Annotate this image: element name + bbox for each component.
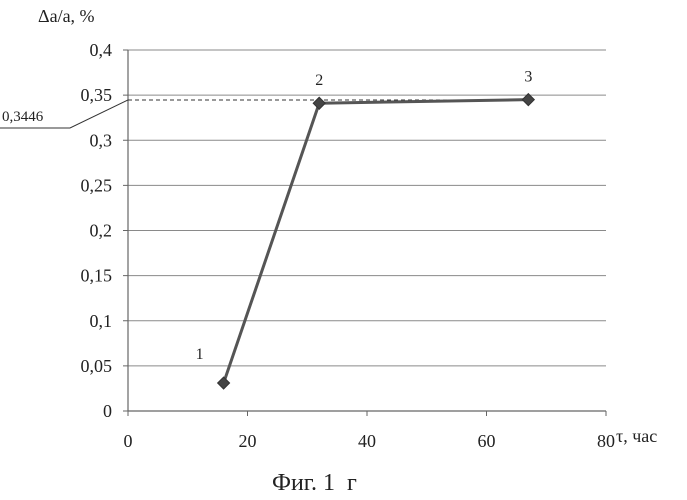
grid-lines	[128, 50, 606, 366]
x-tick-label-2: 40	[358, 431, 376, 451]
x-tick-label-4: 80	[597, 431, 615, 451]
y-tick-label-0: 0	[103, 401, 112, 421]
x-tick-label-1: 20	[239, 431, 257, 451]
y-axis-title: Δa/a, %	[38, 6, 95, 26]
y-tick-label-5: 0,25	[81, 175, 113, 195]
y-tick-labels: 0 0,05 0,1 0,15 0,2 0,25 0,3 0,35 0,4	[81, 40, 129, 421]
x-axis-title: τ, час	[616, 426, 657, 446]
y-tick-label-7: 0,35	[81, 85, 113, 105]
y-tick-label-8: 0,4	[90, 40, 113, 60]
y-tick-label-2: 0,1	[90, 311, 113, 331]
x-tick-label-3: 60	[478, 431, 496, 451]
y-tick-label-4: 0,2	[90, 221, 113, 241]
y-tick-label-3: 0,15	[81, 266, 113, 286]
series-line-0	[224, 100, 529, 383]
y-tick-label-1: 0,05	[81, 356, 113, 376]
reference-line-group: 0,3446	[0, 100, 528, 128]
x-tick-labels: 0 20 40 60 80	[124, 411, 616, 451]
x-tick-label-0: 0	[124, 431, 133, 451]
reference-value-label: 0,3446	[2, 109, 44, 125]
data-point-1	[313, 97, 325, 109]
point-label-0: 1	[196, 346, 204, 363]
y-tick-label-6: 0,3	[90, 130, 113, 150]
point-label-1: 2	[315, 72, 323, 89]
data-point-0	[218, 377, 230, 389]
point-label-2: 3	[524, 69, 532, 86]
series-group: 1 2 3	[196, 69, 535, 389]
figure-caption: Фиг. 1 г	[272, 470, 357, 496]
